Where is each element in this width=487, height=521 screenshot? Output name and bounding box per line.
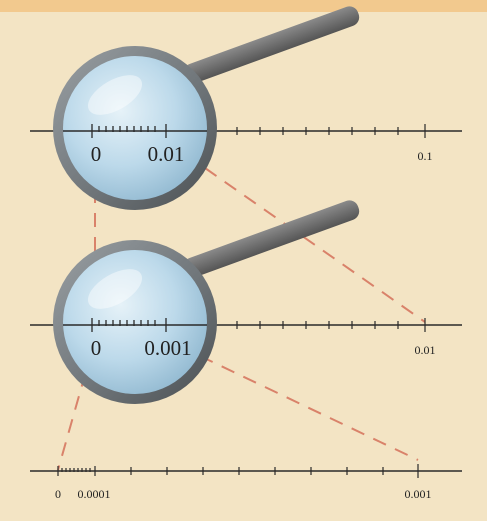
scale-3: 0 0.0001 0.001 [30,464,462,501]
guide-lines [57,165,426,471]
end-label: 0.001 [405,487,432,501]
guide-line-bottom-left [57,349,93,471]
magnified-label-value: 0.01 [148,142,185,166]
end-label: 0.01 [415,343,436,357]
start-label-value: 0.0001 [78,487,111,501]
magnifying-glass-icon: 0 0.01 [53,6,360,210]
start-label-zero: 0 [55,487,61,501]
magnified-label-zero: 0 [91,336,102,360]
end-label: 0.1 [418,149,433,163]
scale-1: 0.1 [30,6,462,210]
magnified-label-value: 0.001 [144,336,191,360]
guide-line-bottom-right [199,355,419,461]
top-band [0,0,487,12]
magnified-label-zero: 0 [91,142,102,166]
magnifying-glass-icon: 0 0.001 [53,200,360,404]
axis-ticks [57,464,419,478]
scale-2: 0.01 [30,200,462,404]
guide-line-top-right [204,167,426,323]
